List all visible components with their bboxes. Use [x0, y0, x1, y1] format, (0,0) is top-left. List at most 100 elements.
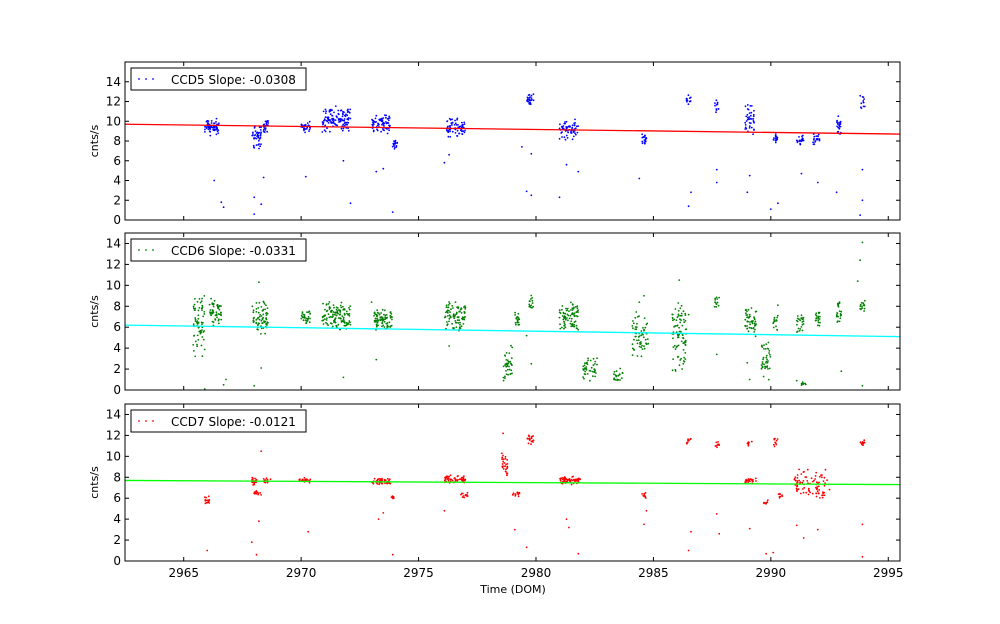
data-point — [644, 140, 647, 143]
data-point — [561, 136, 563, 138]
data-point — [799, 142, 802, 145]
data-point — [590, 366, 593, 369]
data-point — [463, 123, 466, 125]
data-point — [587, 359, 589, 362]
data-point — [342, 319, 344, 322]
data-point — [572, 307, 575, 310]
data-point — [644, 338, 647, 341]
data-point — [331, 109, 333, 112]
data-point — [455, 478, 457, 481]
data-point — [446, 478, 449, 480]
data-point — [776, 136, 779, 139]
data-point — [218, 122, 220, 125]
data-point — [570, 317, 573, 320]
data-point — [253, 213, 256, 216]
data-point — [456, 129, 459, 132]
data-point — [303, 127, 305, 129]
data-point — [324, 108, 327, 111]
data-point — [744, 309, 747, 312]
data-point — [376, 128, 378, 131]
data-point — [463, 306, 465, 308]
legend-marker — [145, 249, 147, 251]
data-point — [646, 338, 649, 340]
ccd5-y-axis-label: cnts/s — [88, 124, 101, 157]
data-point — [775, 443, 778, 446]
data-point — [332, 313, 334, 316]
data-point — [459, 323, 461, 326]
data-point — [260, 131, 262, 134]
data-point — [632, 348, 635, 351]
data-point — [632, 322, 635, 325]
ccd6-fit-line — [124, 324, 901, 338]
data-point — [264, 332, 266, 335]
data-point — [826, 479, 828, 482]
data-point — [327, 303, 330, 305]
data-point — [689, 96, 692, 99]
data-point — [461, 123, 464, 126]
data-point — [643, 141, 646, 144]
data-point — [816, 486, 819, 488]
data-point — [502, 460, 505, 463]
data-point — [517, 312, 520, 315]
data-point — [448, 317, 451, 320]
data-point — [680, 319, 682, 321]
data-point — [749, 105, 752, 107]
data-point — [527, 442, 530, 445]
data-point — [456, 118, 458, 121]
data-point — [447, 131, 450, 134]
data-point — [640, 341, 642, 343]
data-point — [306, 311, 308, 314]
data-point — [568, 479, 571, 482]
data-point — [570, 325, 573, 328]
data-point — [192, 344, 195, 346]
data-point — [253, 146, 256, 149]
data-point — [816, 490, 819, 493]
data-point — [334, 317, 337, 320]
data-point — [327, 324, 329, 326]
data-point — [637, 339, 640, 342]
data-point — [820, 476, 823, 479]
data-point — [383, 320, 386, 323]
data-point — [325, 303, 328, 306]
data-point — [861, 168, 864, 171]
data-point — [505, 472, 508, 475]
data-point — [558, 137, 561, 140]
data-point — [514, 495, 517, 497]
ccd7-fit-line — [124, 479, 901, 486]
data-point — [682, 318, 685, 321]
data-point — [530, 194, 533, 197]
data-point — [333, 306, 335, 309]
data-point — [504, 375, 506, 378]
data-point — [631, 325, 634, 327]
data-point — [258, 143, 260, 145]
data-point — [455, 326, 458, 328]
legend-label: CCD5 Slope: -0.0308 — [171, 73, 296, 87]
data-point — [377, 123, 380, 126]
data-point — [390, 313, 393, 315]
data-point — [594, 375, 596, 378]
data-point — [636, 342, 639, 345]
data-point — [797, 327, 800, 330]
data-point — [589, 379, 591, 382]
data-point — [255, 137, 258, 140]
data-point — [331, 118, 333, 120]
data-point — [456, 475, 459, 478]
data-point — [861, 305, 863, 308]
data-point — [451, 479, 454, 482]
data-point — [575, 125, 578, 128]
data-point — [304, 175, 307, 178]
data-point — [337, 112, 340, 115]
data-point — [209, 128, 212, 131]
data-point — [530, 443, 532, 446]
data-point — [386, 121, 389, 124]
data-point — [324, 116, 327, 118]
data-point — [215, 311, 218, 314]
data-point — [383, 125, 385, 127]
data-point — [338, 121, 340, 123]
data-point — [765, 552, 767, 555]
data-point — [341, 115, 344, 118]
ccd6-legend: CCD6 Slope: -0.0331 — [130, 238, 307, 262]
data-point — [676, 316, 679, 319]
data-point — [348, 315, 351, 317]
data-point — [576, 131, 579, 134]
